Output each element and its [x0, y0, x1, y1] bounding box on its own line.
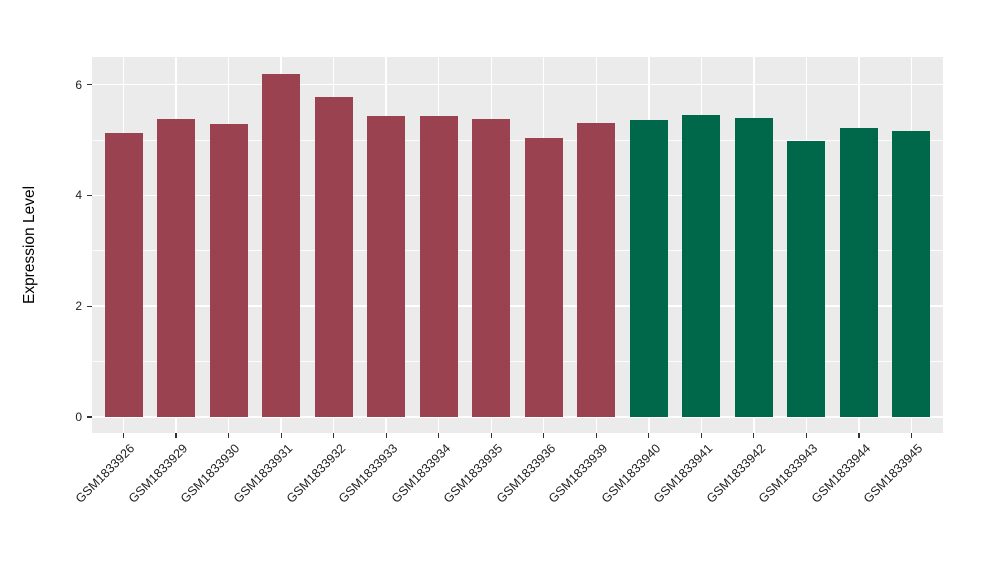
gridline-minor-h — [92, 250, 943, 252]
y-tick-label: 6 — [75, 77, 82, 92]
gridline-major-h — [92, 83, 943, 86]
x-tick-mark — [122, 433, 125, 438]
x-tick-mark — [175, 433, 177, 438]
bar-GSM1833934 — [419, 116, 458, 417]
bar-GSM1833935 — [472, 118, 511, 417]
bar-GSM1833943 — [787, 141, 826, 417]
bar-GSM1833933 — [367, 116, 406, 417]
x-tick-mark — [595, 433, 597, 438]
bar-GSM1833945 — [892, 131, 931, 417]
y-tick-label: 0 — [75, 410, 82, 424]
bar-GSM1833932 — [314, 96, 353, 417]
gridline-major-h — [92, 194, 943, 197]
bar-GSM1833940 — [629, 120, 668, 417]
gridline-major-h — [92, 416, 943, 418]
x-tick-mark — [700, 433, 702, 438]
bar-GSM1833936 — [524, 138, 563, 417]
y-axis-title-text: Expression Level — [21, 185, 38, 305]
y-tick-label: 2 — [75, 299, 82, 314]
bar-GSM1833929 — [157, 118, 196, 417]
x-tick-mark — [805, 433, 807, 438]
y-tick-mark — [87, 416, 92, 418]
y-tick-label: 4 — [75, 188, 82, 203]
gridline-minor-h — [92, 361, 943, 362]
x-tick-mark — [858, 433, 860, 438]
bar-GSM1833941 — [682, 115, 721, 417]
x-tick-mark — [490, 433, 492, 438]
x-tick-mark — [753, 433, 755, 438]
bar-GSM1833931 — [262, 74, 301, 417]
bar-GSM1833930 — [209, 124, 248, 417]
bar-GSM1833944 — [839, 128, 878, 417]
y-tick-mark — [87, 305, 92, 307]
x-tick-mark — [227, 433, 230, 438]
x-tick-mark — [648, 433, 650, 438]
x-tick-mark — [543, 433, 545, 438]
x-tick-mark — [438, 433, 440, 438]
gridline-major-h — [92, 305, 943, 307]
y-tick-mark — [87, 84, 92, 86]
x-tick-mark — [280, 433, 282, 438]
x-tick-mark — [333, 433, 335, 438]
bar-GSM1833926 — [104, 133, 143, 417]
x-tick-mark — [910, 433, 913, 438]
x-tick-mark — [385, 433, 387, 438]
bar-GSM1833942 — [734, 118, 773, 417]
plot-panel — [92, 57, 943, 433]
y-tick-mark — [87, 194, 92, 196]
gridline-minor-h — [92, 139, 943, 141]
bar-GSM1833939 — [577, 122, 616, 417]
